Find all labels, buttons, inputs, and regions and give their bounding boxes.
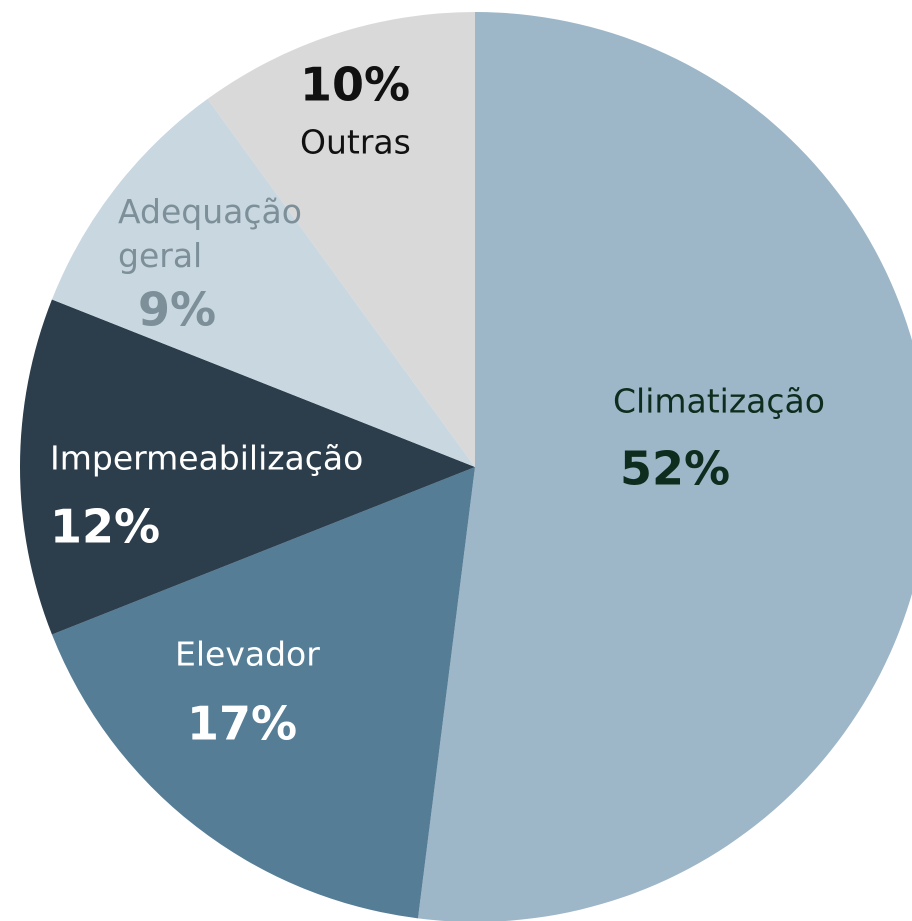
slice-value: 12% bbox=[50, 500, 160, 554]
pie-slice bbox=[207, 12, 475, 467]
slice-label: Impermeabilização bbox=[50, 439, 363, 478]
slice-label: Outras bbox=[300, 123, 411, 162]
slice-label: Climatização bbox=[613, 382, 825, 421]
pie-slice bbox=[19, 299, 475, 635]
slice-value: 9% bbox=[138, 283, 216, 337]
pie-slice bbox=[51, 467, 476, 919]
pie-slice bbox=[417, 12, 912, 921]
slice-label: Elevador bbox=[175, 635, 320, 674]
pie-slice bbox=[51, 98, 476, 467]
slice-value: 52% bbox=[620, 442, 730, 496]
slice-label: Adequação geral bbox=[118, 192, 312, 275]
slice-value: 10% bbox=[300, 58, 410, 112]
slice-value: 17% bbox=[187, 697, 297, 751]
